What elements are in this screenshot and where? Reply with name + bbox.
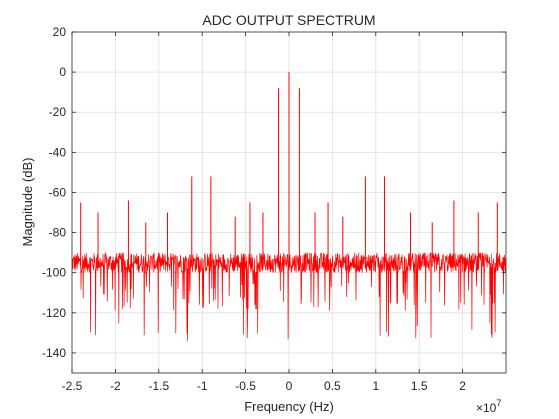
x-exponent-label: ×107 — [476, 398, 501, 415]
y-tick-label: 20 — [53, 25, 67, 39]
x-tick-label: 0.5 — [324, 379, 341, 393]
x-tick-label: 1.5 — [411, 379, 428, 393]
x-tick-label: 2 — [459, 379, 466, 393]
y-tick-label: -140 — [42, 346, 66, 360]
x-axis-label: Frequency (Hz) — [244, 399, 334, 414]
y-tick-label: -60 — [49, 185, 67, 199]
y-tick-label: -40 — [49, 145, 67, 159]
x-exponent-power: 7 — [496, 398, 501, 408]
spectrum-trace — [71, 72, 507, 342]
y-tick-label: -120 — [42, 306, 66, 320]
y-axis-label: Magnitude (dB) — [20, 158, 35, 247]
y-tick-label: -20 — [49, 105, 67, 119]
x-tick-label: -1 — [197, 379, 208, 393]
x-tick-label: 1 — [372, 379, 379, 393]
y-tick-label: -100 — [42, 266, 66, 280]
x-tick-label: -2.5 — [62, 379, 83, 393]
y-tick-label: 0 — [59, 65, 66, 79]
x-tick-label: -1.5 — [148, 379, 169, 393]
y-tick-label: -80 — [49, 226, 67, 240]
x-tick-label: -2 — [110, 379, 121, 393]
x-tick-label: 0 — [286, 379, 293, 393]
x-axis: -2.5 -2 -1.5 -1 -0.5 0 0.5 1 1.5 2 — [62, 32, 466, 393]
x-tick-label: -0.5 — [235, 379, 256, 393]
x-exponent-base: ×10 — [476, 401, 497, 415]
y-axis: 20 0 -20 -40 -60 -80 -100 -120 -140 — [42, 25, 506, 360]
chart-title: ADC OUTPUT SPECTRUM — [202, 12, 375, 28]
noise-floor-trace — [71, 252, 507, 342]
